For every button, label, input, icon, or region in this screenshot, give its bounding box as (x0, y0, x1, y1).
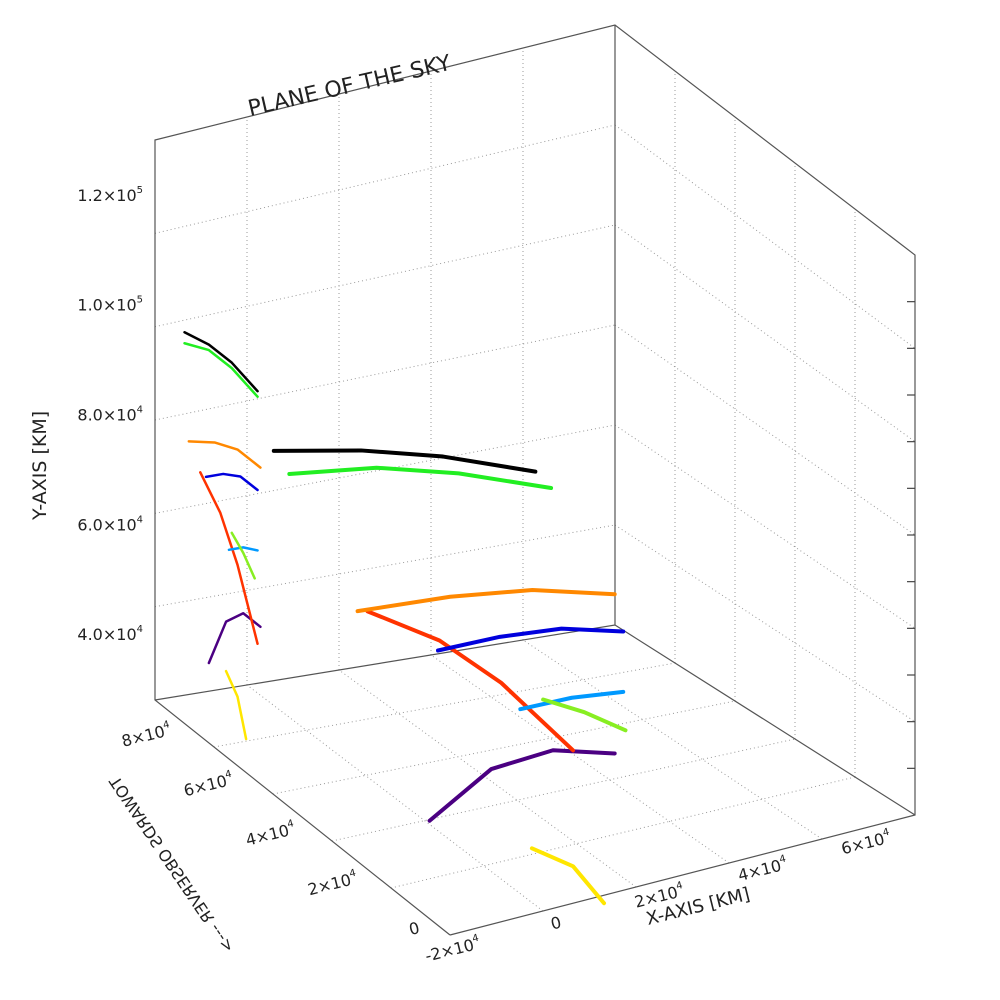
y-tick-labels: 4.0×104 6.0×104 8.0×104 1.0×105 1.2×105 (77, 185, 143, 644)
z-tick-label: 8×104 (119, 719, 173, 751)
x-tick-label: 6×104 (839, 827, 893, 859)
projected-series-line (183, 331, 259, 393)
projected-curves (183, 331, 262, 741)
data-curves (271, 448, 628, 906)
back-grid (154, 48, 916, 777)
series-line (355, 587, 617, 614)
x-tick-label: 4×104 (736, 853, 790, 885)
projected-series-line (199, 471, 259, 646)
back-grid-lines (154, 48, 916, 777)
y-tick-label: 1.0×105 (77, 295, 143, 315)
projected-series-line (187, 440, 262, 469)
y-tick-label: 8.0×104 (77, 405, 143, 425)
series-line (541, 697, 628, 733)
y-axis-title: Y-AXIS [KM] (29, 411, 51, 521)
z-tick-label: 0 (407, 918, 421, 939)
z-tick-label: 4×104 (244, 818, 298, 850)
series-line (518, 689, 626, 712)
y-tick-label: 6.0×104 (77, 514, 143, 534)
series-line (436, 626, 626, 653)
series-line (271, 448, 538, 474)
y-tick-label: 1.2×105 (77, 185, 143, 205)
z-tick-label: 6×104 (181, 769, 235, 801)
series-line (287, 465, 554, 491)
y-tick-label: 4.0×104 (77, 624, 143, 644)
x-tick-label: 0 (549, 913, 563, 934)
projected-series-line (227, 546, 259, 552)
z-axis-title: TOWARDS OBSERVER ---> (105, 772, 238, 956)
projected-series-line (230, 531, 256, 580)
series-line (529, 846, 606, 906)
box-edge-lines (154, 24, 916, 936)
x-tick-label: -2×104 (423, 933, 482, 966)
chart-title: PLANE OF THE SKY (246, 51, 454, 122)
projected-series-line (204, 472, 259, 492)
series-line (427, 748, 617, 823)
box-edges (154, 24, 916, 936)
z-tick-label: 2×104 (306, 868, 360, 900)
projected-series-line (224, 669, 248, 741)
tick-marks (907, 301, 915, 769)
projected-series-line (183, 342, 259, 398)
series-line (365, 609, 576, 753)
